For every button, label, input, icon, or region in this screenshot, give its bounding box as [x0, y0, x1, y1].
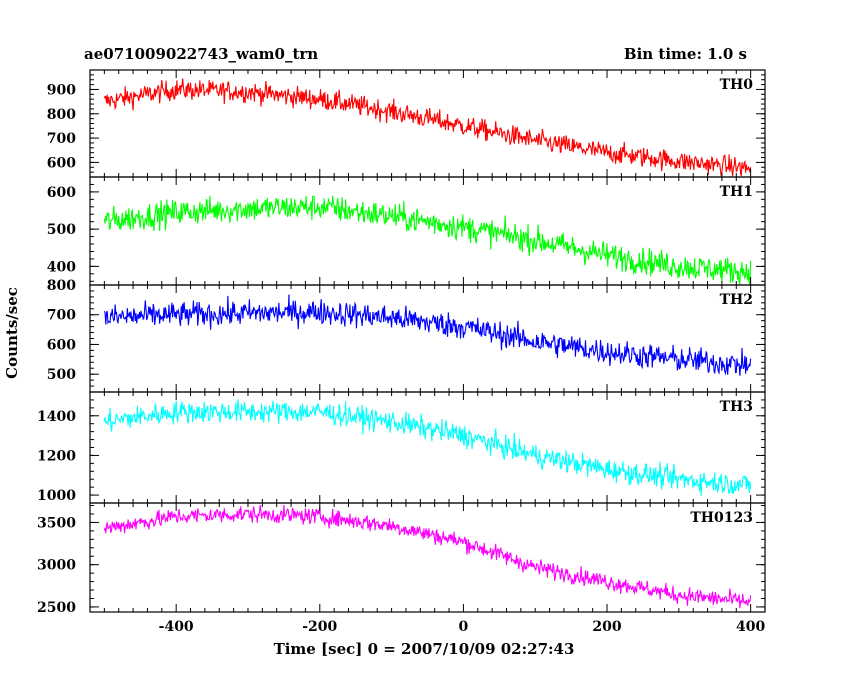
- y-tick-label: 600: [47, 155, 76, 171]
- panel-th1: 400 500 600 TH1: [47, 176, 766, 286]
- x-tick-label: 0: [459, 619, 469, 635]
- panel-label: TH0: [720, 77, 754, 93]
- y-tick-label: 1000: [37, 488, 76, 504]
- panels-group: 600 700 800 900 TH0 400 500 600 TH1 500 600 700 800 T…: [37, 69, 766, 635]
- y-tick-label: 3500: [37, 515, 76, 531]
- series-line-th0: [103, 78, 752, 177]
- x-tick-label: -200: [302, 619, 337, 635]
- series-line-th1: [103, 195, 752, 285]
- x-tick-label: 200: [592, 619, 621, 635]
- y-tick-label: 900: [47, 82, 76, 98]
- y-tick-label: 3000: [37, 558, 76, 574]
- panel-label: TH2: [720, 292, 753, 308]
- y-tick-label: 2500: [37, 600, 76, 616]
- panel-th2: 500 600 700 800 TH2: [47, 278, 766, 393]
- y-tick-label: 1400: [37, 409, 76, 425]
- chart-title: ae071009022743_wam0_trn: [84, 45, 318, 63]
- y-tick-label: 500: [47, 222, 76, 238]
- series-line-th3: [103, 399, 752, 497]
- x-axis-label: Time [sec] 0 = 2007/10/09 02:27:43: [274, 640, 575, 658]
- y-tick-label: 600: [47, 185, 76, 201]
- panel-frame: [89, 502, 766, 613]
- y-tick-label: 600: [47, 337, 76, 353]
- panel-label: TH1: [720, 184, 753, 200]
- panel-th0123: 2500 3000 3500 TH0123: [37, 502, 766, 616]
- panel-th0: 600 700 800 900 TH0: [47, 69, 766, 178]
- series-line-th0123: [103, 504, 752, 609]
- y-tick-label: 700: [47, 131, 76, 147]
- y-tick-label: 1200: [37, 448, 76, 464]
- y-tick-label: 800: [47, 278, 76, 294]
- panel-label: TH0123: [690, 510, 753, 526]
- y-tick-label: 700: [47, 308, 76, 324]
- bin-time-label: Bin time: 1.0 s: [624, 45, 747, 63]
- series-line-th2: [103, 294, 752, 376]
- panel-th3: 1000 1200 1400 TH3: [37, 391, 766, 504]
- x-tick-label: -400: [159, 619, 194, 635]
- x-tick-label: 400: [736, 619, 765, 635]
- y-tick-label: 800: [47, 107, 76, 123]
- panel-label: TH3: [720, 399, 753, 415]
- y-axis-label: Counts/sec: [3, 287, 21, 379]
- y-tick-label: 400: [47, 259, 76, 275]
- panel-frame: [89, 284, 766, 393]
- y-tick-label: 500: [47, 367, 76, 383]
